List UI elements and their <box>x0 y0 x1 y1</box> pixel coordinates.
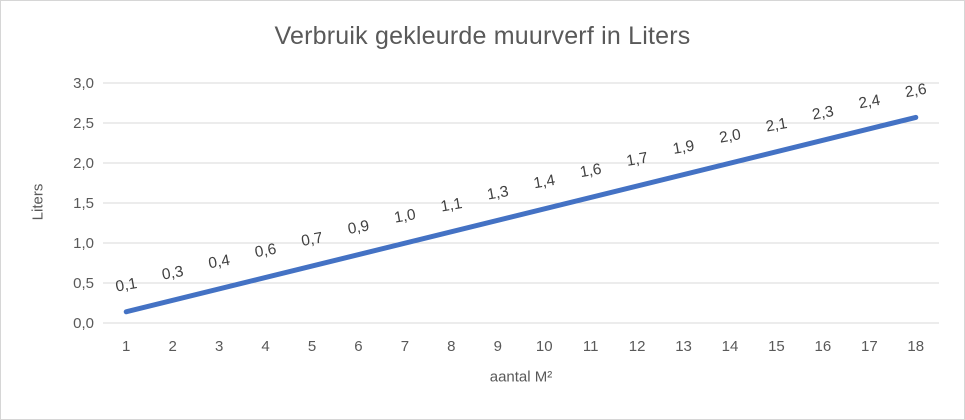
x-tick-label: 7 <box>401 338 409 355</box>
x-tick-label: 15 <box>768 338 785 355</box>
data-label: 1,3 <box>486 183 510 203</box>
x-tick-label: 6 <box>354 338 362 355</box>
x-tick-label: 17 <box>861 338 878 355</box>
series-line <box>123 114 919 315</box>
data-label: 0,6 <box>254 241 278 261</box>
x-tick-label: 8 <box>447 338 455 355</box>
data-label: 0,3 <box>161 263 185 283</box>
x-tick-label: 16 <box>815 338 832 355</box>
data-label: 2,4 <box>857 92 882 113</box>
data-label: 0,7 <box>300 229 324 249</box>
y-tick-label: 3,0 <box>73 75 94 92</box>
data-label: 1,9 <box>672 137 696 157</box>
x-tick-label: 13 <box>675 338 692 355</box>
y-tick-label: 2,5 <box>73 115 94 132</box>
x-tick-label: 2 <box>168 338 176 355</box>
chart-title: Verbruik gekleurde muurverf in Liters <box>274 22 691 50</box>
data-label: 2,1 <box>764 115 788 135</box>
x-tick-label: 4 <box>261 338 269 355</box>
data-label: 0,1 <box>114 275 138 295</box>
x-tick-label: 5 <box>308 338 316 355</box>
data-label: 1,0 <box>393 206 418 227</box>
x-tick-label: 14 <box>722 338 739 355</box>
data-label: 2,6 <box>904 81 928 101</box>
data-label: 0,9 <box>346 217 370 237</box>
x-axis-title: aantal M² <box>489 368 553 386</box>
x-tick-label: 3 <box>215 338 223 355</box>
y-tick-label: 1,5 <box>73 195 94 212</box>
data-label: 1,6 <box>579 161 603 181</box>
x-tick-label: 12 <box>629 338 646 355</box>
x-tick-label: 1 <box>122 338 130 355</box>
data-label: 2,0 <box>718 126 743 147</box>
x-tick-label: 11 <box>583 338 599 355</box>
data-label: 1,4 <box>532 172 557 193</box>
data-label: 1,7 <box>625 149 649 169</box>
x-tick-label: 10 <box>536 338 553 355</box>
y-tick-label: 2,0 <box>73 155 94 172</box>
x-tick-label: 9 <box>494 338 502 355</box>
data-label: 1,1 <box>439 195 463 215</box>
data-label: 0,4 <box>207 252 232 273</box>
x-tick-label: 18 <box>907 338 924 355</box>
y-tick-label: 1,0 <box>73 235 94 252</box>
data-label: 2,3 <box>811 103 835 123</box>
y-tick-label: 0,5 <box>73 275 94 292</box>
y-tick-label: 0,0 <box>73 315 94 332</box>
